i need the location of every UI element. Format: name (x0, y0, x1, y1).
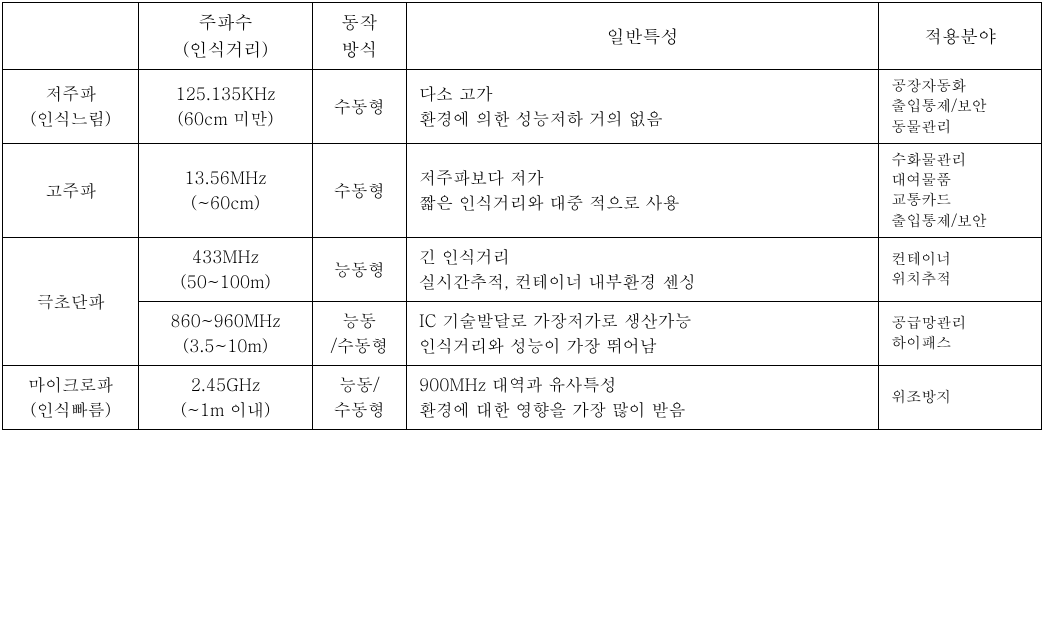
header-mode: 동작 방식 (312, 3, 406, 70)
table-row: 저주파 (인식느림) 125.135KHz (60cm 미만) 수동형 다소 고… (3, 70, 1042, 144)
cell-freq: 860~960MHz (3.5~10m) (139, 301, 312, 365)
cell-mode: 능동 /수동형 (312, 301, 406, 365)
header-apply: 적용분야 (879, 3, 1042, 70)
header-type (3, 3, 139, 70)
cell-general: 다소 고가 환경에 의한 성능저하 거의 없음 (407, 70, 879, 144)
cell-type: 고주파 (3, 143, 139, 237)
cell-general: 긴 인식거리 실시간추적, 컨테이너 내부환경 센싱 (407, 237, 879, 301)
table-row: 극초단파 433MHz (50~100m) 능동형 긴 인식거리 실시간추적, … (3, 237, 1042, 301)
cell-type: 마이크로파 (인식빠름) (3, 365, 139, 429)
cell-mode: 수동형 (312, 70, 406, 144)
cell-general: 저주파보다 저가 짧은 인식거리와 대중 적으로 사용 (407, 143, 879, 237)
header-freq: 주파수 (인식거리) (139, 3, 312, 70)
cell-type: 저주파 (인식느림) (3, 70, 139, 144)
table-row: 고주파 13.56MHz (~60cm) 수동형 저주파보다 저가 짧은 인식거… (3, 143, 1042, 237)
table-header-row: 주파수 (인식거리) 동작 방식 일반특성 적용분야 (3, 3, 1042, 70)
cell-mode: 수동형 (312, 143, 406, 237)
cell-freq: 125.135KHz (60cm 미만) (139, 70, 312, 144)
table-row: 860~960MHz (3.5~10m) 능동 /수동형 IC 기술발달로 가장… (3, 301, 1042, 365)
cell-type: 극초단파 (3, 237, 139, 365)
header-general: 일반특성 (407, 3, 879, 70)
cell-apply: 컨테이너 위치추적 (879, 237, 1042, 301)
cell-apply: 위조방지 (879, 365, 1042, 429)
cell-freq: 2.45GHz (~1m 이내) (139, 365, 312, 429)
cell-freq: 433MHz (50~100m) (139, 237, 312, 301)
cell-apply: 수화물관리 대여물품 교통카드 출입통제/보안 (879, 143, 1042, 237)
table-row: 마이크로파 (인식빠름) 2.45GHz (~1m 이내) 능동/ 수동형 90… (3, 365, 1042, 429)
cell-apply: 공급망관리 하이패스 (879, 301, 1042, 365)
cell-mode: 능동/ 수동형 (312, 365, 406, 429)
cell-general: IC 기술발달로 가장저가로 생산가능 인식거리와 성능이 가장 뛰어남 (407, 301, 879, 365)
cell-apply: 공장자동화 출입통제/보안 동물관리 (879, 70, 1042, 144)
rfid-frequency-table: 주파수 (인식거리) 동작 방식 일반특성 적용분야 저주파 (인식느림) 12… (2, 2, 1042, 430)
cell-general: 900MHz 대역과 유사특성 환경에 대한 영향을 가장 많이 받음 (407, 365, 879, 429)
cell-freq: 13.56MHz (~60cm) (139, 143, 312, 237)
cell-mode: 능동형 (312, 237, 406, 301)
